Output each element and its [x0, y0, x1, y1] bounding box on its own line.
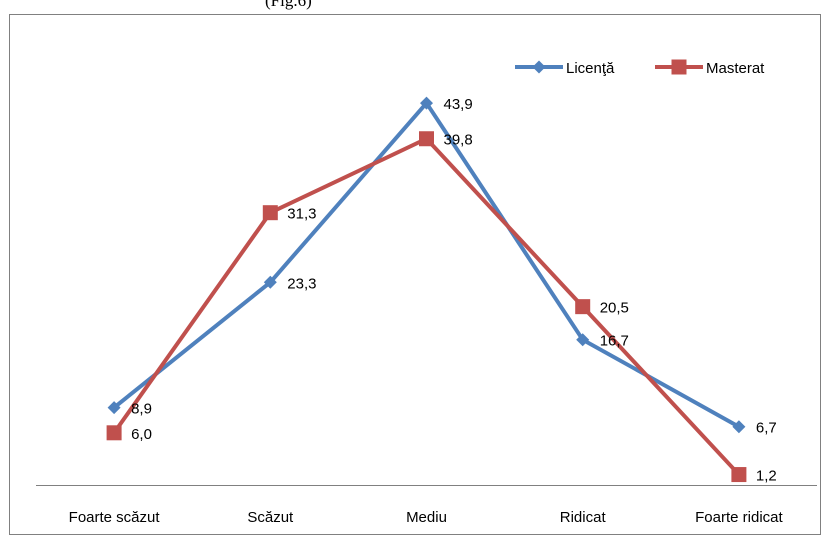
data-label-layer: 8,9 23,3 43,9 16,7 6,7 6,0 31,3 39,8 20,5 1,2 — [131, 96, 777, 484]
header-fragment: (Fig.6) — [265, 0, 312, 10]
point-masterat-foarte-ridicat — [731, 467, 747, 483]
x-tick-label-mediu: Mediu — [406, 509, 447, 526]
data-label-masterat-foarte-ridicat: 1,2 — [756, 468, 777, 485]
legend-marker-licenta — [532, 60, 546, 74]
series-masterat — [106, 131, 747, 483]
x-tick-label-layer: Foarte scăzut Scăzut Mediu Ridicat Foarte ri… — [69, 509, 784, 526]
data-label-licenta-mediu: 43,9 — [444, 96, 473, 113]
legend-label-masterat: Masterat — [706, 60, 765, 77]
data-label-licenta-foarte-ridicat: 6,7 — [756, 420, 777, 437]
legend-marker-masterat — [671, 59, 687, 75]
data-label-licenta-ridicat: 16,7 — [600, 333, 629, 350]
point-masterat-foarte-scazut — [106, 425, 122, 441]
data-label-licenta-scazut: 23,3 — [287, 275, 316, 292]
point-licenta-scazut — [263, 275, 277, 289]
series-line-masterat — [112, 136, 741, 477]
point-masterat-mediu — [419, 131, 434, 147]
point-masterat-scazut — [262, 205, 278, 221]
legend-item-masterat: Masterat — [655, 59, 765, 77]
legend-label-licenta: Licenţă — [566, 60, 615, 77]
legend-item-licenta: Licenţă — [515, 60, 615, 77]
data-label-masterat-foarte-scazut: 6,0 — [131, 426, 152, 443]
point-masterat-ridicat — [575, 299, 591, 315]
x-tick-label-scazut: Scăzut — [247, 509, 294, 526]
data-label-licenta-foarte-scazut: 8,9 — [131, 401, 152, 418]
x-tick-label-foarte-scazut: Foarte scăzut — [69, 509, 161, 526]
series-layer — [106, 96, 747, 483]
chart-frame — [9, 14, 821, 535]
x-tick-label-ridicat: Ridicat — [560, 509, 607, 526]
point-licenta-foarte-scazut — [107, 401, 121, 415]
x-tick-label-foarte-ridicat: Foarte ridicat — [695, 509, 783, 526]
legend: Licenţă Masterat — [515, 59, 765, 77]
data-label-masterat-mediu: 39,8 — [444, 132, 473, 149]
series-licenta — [107, 96, 746, 434]
data-label-masterat-ridicat: 20,5 — [600, 300, 629, 317]
data-label-masterat-scazut: 31,3 — [287, 206, 316, 223]
point-licenta-foarte-ridicat — [732, 420, 746, 434]
series-line-licenta — [112, 101, 741, 429]
point-licenta-mediu — [420, 96, 433, 110]
point-licenta-ridicat — [576, 333, 590, 347]
